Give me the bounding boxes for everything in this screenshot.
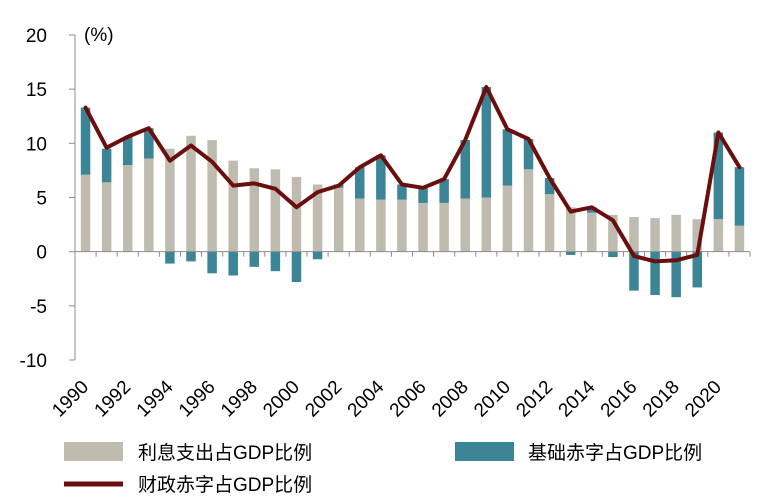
x-tick-label-2014: 2014 xyxy=(555,376,600,421)
bar-primary-deficit-2000 xyxy=(291,251,302,282)
bar-primary-deficit-2006 xyxy=(418,186,428,203)
bar-interest-1990 xyxy=(80,174,91,252)
legend-swatch-primary-deficit xyxy=(455,442,514,461)
legend-label-fiscal-deficit: 财政赤字占GDP比例 xyxy=(138,474,312,496)
bar-interest-2017 xyxy=(650,218,660,252)
bar-primary-deficit-2021 xyxy=(734,167,745,226)
bar-interest-2008 xyxy=(460,198,470,252)
x-tick-label-2020: 2020 xyxy=(681,377,726,422)
bar-interest-2019 xyxy=(692,219,703,252)
bar-primary-deficit-1998 xyxy=(249,251,260,267)
bar-primary-deficit-2018 xyxy=(671,251,681,298)
bar-primary-deficit-1990 xyxy=(80,107,91,175)
bar-interest-2001 xyxy=(312,184,323,252)
bar-primary-deficit-1995 xyxy=(186,251,196,262)
x-tick-label-2016: 2016 xyxy=(597,377,642,422)
bar-primary-deficit-2011 xyxy=(523,139,534,170)
bar-interest-1996 xyxy=(207,140,217,252)
bar-primary-deficit-2001 xyxy=(312,251,323,260)
legend: 利息支出占GDP比例 基础赤字占GDP比例 财政赤字占GDP比例 xyxy=(64,442,702,496)
x-tick-label-2008: 2008 xyxy=(428,377,473,422)
y-tick-label--5: -5 xyxy=(30,297,47,318)
bar-primary-deficit-1997 xyxy=(228,251,238,276)
bar-primary-deficit-2003 xyxy=(355,167,365,199)
bar-primary-deficit-2019 xyxy=(692,251,703,288)
bars xyxy=(80,87,745,298)
bar-primary-deficit-2013 xyxy=(565,251,576,255)
bar-primary-deficit-1992 xyxy=(122,136,133,165)
bar-interest-1999 xyxy=(270,169,281,252)
bar-interest-2015 xyxy=(608,214,618,252)
x-tick-label-1992: 1992 xyxy=(91,377,136,422)
bar-interest-2013 xyxy=(565,207,576,252)
bar-interest-2020 xyxy=(713,219,724,252)
bar-primary-deficit-1996 xyxy=(207,251,217,274)
x-tick-label-2018: 2018 xyxy=(639,377,684,422)
bar-primary-deficit-2008 xyxy=(460,140,470,199)
y-axis-unit-label: (%) xyxy=(84,25,114,46)
y-tick-label--10: -10 xyxy=(20,351,47,372)
bar-interest-2021 xyxy=(734,225,745,252)
bar-interest-2011 xyxy=(523,169,534,252)
bar-interest-1997 xyxy=(228,160,238,252)
x-tick-label-1998: 1998 xyxy=(217,377,262,422)
bar-interest-2006 xyxy=(418,202,428,252)
bar-interest-2002 xyxy=(333,187,344,252)
bar-interest-2004 xyxy=(376,199,386,252)
bar-primary-deficit-2007 xyxy=(439,179,449,203)
bar-interest-2014 xyxy=(587,212,597,252)
x-tick-label-1990: 1990 xyxy=(48,377,93,422)
line-fiscal-deficit xyxy=(83,85,742,264)
bar-primary-deficit-2009 xyxy=(481,87,492,198)
bar-interest-1995 xyxy=(186,135,196,252)
bar-interest-1993 xyxy=(144,158,154,252)
x-tick-label-2002: 2002 xyxy=(301,377,346,422)
bar-interest-2010 xyxy=(502,185,513,252)
x-tick-label-2006: 2006 xyxy=(386,377,431,422)
legend-swatch-interest xyxy=(64,442,123,461)
x-tick-label-1994: 1994 xyxy=(133,376,178,421)
bar-interest-2005 xyxy=(397,199,407,252)
y-tick-label-15: 15 xyxy=(26,80,47,101)
bar-interest-2012 xyxy=(544,194,555,252)
line-series xyxy=(83,85,742,264)
y-tick-label-20: 20 xyxy=(26,26,47,47)
bar-primary-deficit-1994 xyxy=(165,251,175,264)
bar-primary-deficit-2005 xyxy=(397,184,407,200)
bar-interest-2000 xyxy=(291,176,302,252)
x-tick-label-2004: 2004 xyxy=(344,376,389,421)
bar-interest-2018 xyxy=(671,214,681,252)
bar-primary-deficit-2017 xyxy=(650,251,660,295)
x-tick-label-2010: 2010 xyxy=(470,377,515,422)
bar-interest-2016 xyxy=(629,217,639,252)
bar-interest-1994 xyxy=(165,148,175,252)
legend-label-primary-deficit: 基础赤字占GDP比例 xyxy=(528,442,702,464)
bar-primary-deficit-1993 xyxy=(144,128,154,159)
legend-label-interest: 利息支出占GDP比例 xyxy=(138,442,312,464)
bar-interest-2003 xyxy=(355,198,365,252)
bar-interest-2009 xyxy=(481,197,492,252)
bar-primary-deficit-2014 xyxy=(587,207,597,213)
axes xyxy=(69,34,751,361)
bar-interest-1998 xyxy=(249,168,260,252)
bar-primary-deficit-2016 xyxy=(629,251,639,291)
bar-primary-deficit-2010 xyxy=(502,129,513,186)
bar-interest-1991 xyxy=(101,182,112,252)
x-tick-label-2000: 2000 xyxy=(259,377,304,422)
bar-primary-deficit-2004 xyxy=(376,155,386,200)
x-tick-label-2012: 2012 xyxy=(512,377,557,422)
y-tick-label-0: 0 xyxy=(36,243,47,264)
bar-interest-1992 xyxy=(122,165,133,252)
y-tick-label-10: 10 xyxy=(26,134,47,155)
bar-primary-deficit-1991 xyxy=(101,148,112,183)
bar-primary-deficit-2015 xyxy=(608,251,618,258)
bar-interest-2007 xyxy=(439,202,449,252)
y-tick-label-5: 5 xyxy=(36,189,47,210)
bar-primary-deficit-2020 xyxy=(713,132,724,220)
bar-primary-deficit-1999 xyxy=(270,251,281,272)
bar-primary-deficit-2012 xyxy=(544,178,555,195)
x-tick-label-1996: 1996 xyxy=(175,377,220,422)
